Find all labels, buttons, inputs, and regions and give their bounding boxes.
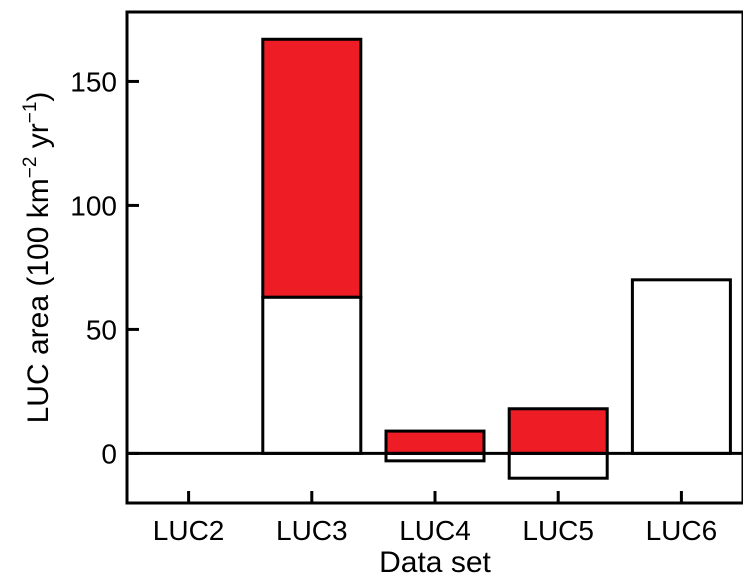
y-tick-label-0: 0 — [101, 438, 117, 469]
bar-luc3-segment-2 — [261, 37, 363, 299]
x-tick-label-luc3: LUC3 — [276, 515, 348, 546]
y-ticks: 0 50 100 150 — [70, 66, 139, 469]
x-tick-label-luc5: LUC5 — [522, 515, 594, 546]
x-tick-label-luc6: LUC6 — [646, 515, 718, 546]
y-label-sup1: −2 — [20, 157, 41, 179]
bars-group — [261, 37, 732, 480]
x-ticks: LUC2 LUC3 LUC4 LUC5 LUC6 — [153, 491, 717, 546]
y-label-sup2: −1 — [20, 102, 41, 124]
bar-luc5-segment-2 — [507, 407, 609, 455]
x-tick-label-luc4: LUC4 — [399, 515, 471, 546]
y-tick-label-100: 100 — [70, 190, 117, 221]
bar-luc6-segment-1 — [630, 278, 732, 455]
y-tick-label-50: 50 — [86, 314, 117, 345]
y-axis-label: LUC area (100 km−2 yr−1) — [20, 92, 55, 424]
y-label-prefix: LUC area (100 km — [22, 178, 55, 423]
y-label-suffix: ) — [22, 92, 55, 102]
bar-luc3-segment-1 — [261, 295, 363, 455]
x-tick-label-luc2: LUC2 — [153, 515, 225, 546]
y-label-middle: yr — [22, 123, 55, 156]
x-axis-label: Data set — [379, 546, 491, 577]
y-tick-label-150: 150 — [70, 66, 117, 97]
bar-luc4-segment-2 — [384, 429, 486, 455]
bar-luc5-segment-1 — [507, 451, 609, 480]
